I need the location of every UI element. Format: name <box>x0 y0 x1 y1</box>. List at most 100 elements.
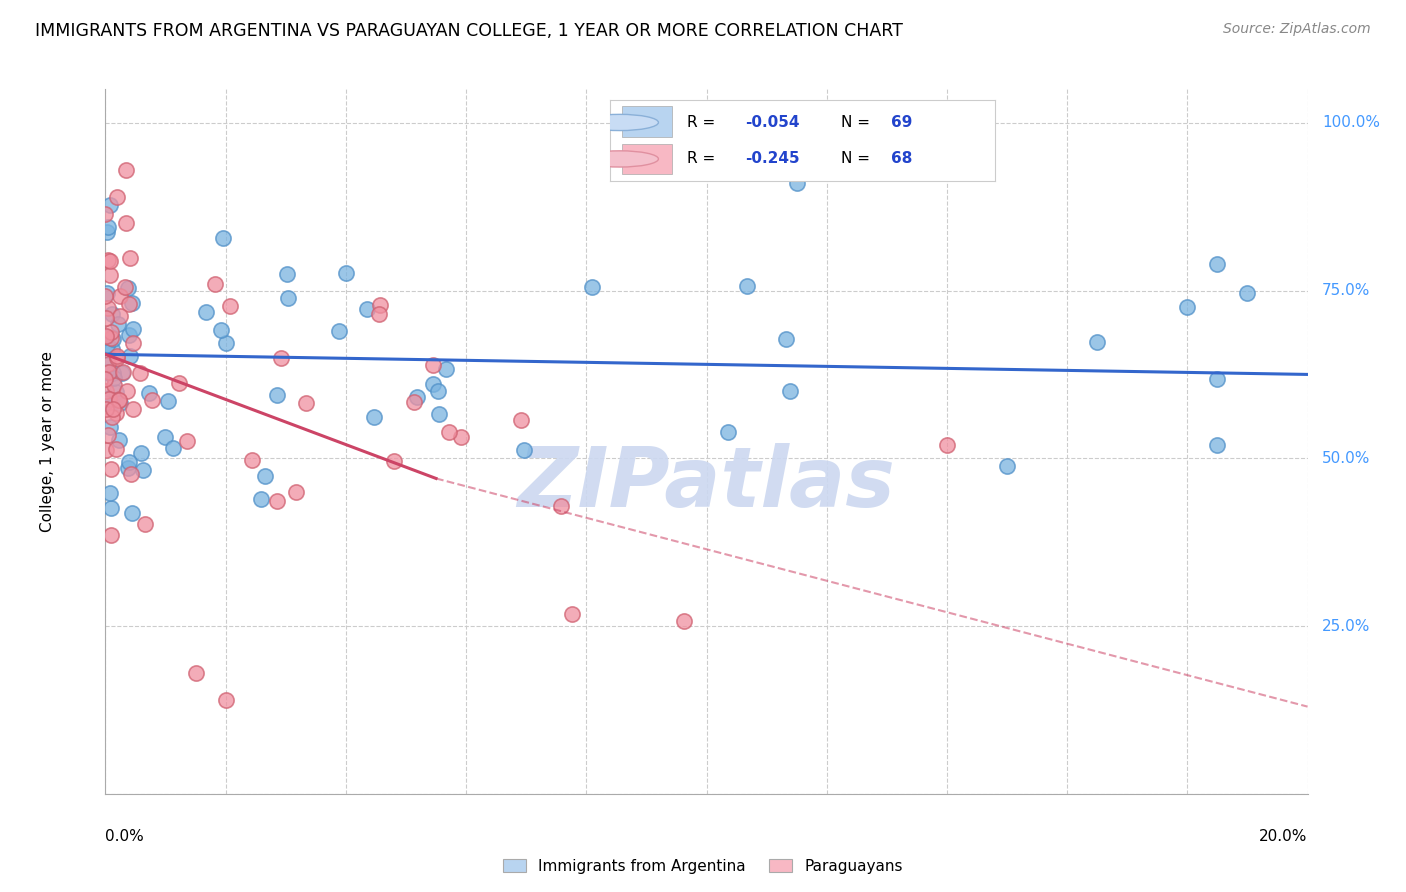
Point <box>96 338 118 352</box>
Point <box>155 430 177 444</box>
Point <box>1236 285 1258 300</box>
Point <box>218 299 240 313</box>
Point <box>107 433 129 447</box>
Point <box>427 384 450 398</box>
Point <box>108 309 131 323</box>
Point <box>117 461 139 475</box>
Point <box>100 462 122 476</box>
Point <box>101 307 124 321</box>
Point <box>100 325 122 339</box>
Point <box>107 318 129 332</box>
Point <box>242 453 264 467</box>
Point <box>114 162 136 177</box>
Point <box>97 365 120 379</box>
Point <box>132 463 155 477</box>
Text: N =: N = <box>841 115 870 130</box>
Point <box>717 425 740 440</box>
Point <box>98 486 121 500</box>
Point <box>936 438 959 452</box>
Text: Source: ZipAtlas.com: Source: ZipAtlas.com <box>1223 22 1371 37</box>
Point <box>104 442 127 457</box>
Point <box>103 401 125 416</box>
Point <box>673 614 696 628</box>
Point <box>1175 300 1198 314</box>
Point <box>94 384 117 399</box>
Point <box>335 266 357 280</box>
Point <box>581 280 603 294</box>
Point <box>422 377 444 392</box>
Point <box>94 289 117 303</box>
Point <box>382 454 405 468</box>
Point <box>118 455 141 469</box>
Point <box>121 322 143 336</box>
Point <box>94 310 117 325</box>
Point <box>110 396 132 410</box>
Point <box>107 349 129 363</box>
Point <box>550 499 572 513</box>
Text: 100.0%: 100.0% <box>1322 115 1381 130</box>
Point <box>162 441 184 455</box>
Point <box>363 409 385 424</box>
Point <box>111 367 134 381</box>
Point <box>114 279 136 293</box>
Point <box>94 443 117 458</box>
Point <box>108 393 131 408</box>
Point <box>103 377 125 392</box>
Point <box>129 367 152 381</box>
Point <box>98 253 121 268</box>
Point <box>1206 438 1229 452</box>
Point <box>356 302 378 317</box>
Point <box>103 332 125 346</box>
Point <box>94 372 117 386</box>
Point <box>105 351 128 366</box>
Point <box>94 402 117 417</box>
Text: 50.0%: 50.0% <box>1322 450 1371 466</box>
Point <box>98 268 121 283</box>
Point <box>101 342 124 356</box>
Point <box>367 307 389 321</box>
Text: 0.0%: 0.0% <box>105 830 145 844</box>
Text: R =: R = <box>688 115 716 130</box>
Point <box>94 366 117 380</box>
Point <box>270 351 292 365</box>
Point <box>97 428 120 442</box>
Point <box>209 323 232 337</box>
Text: N =: N = <box>841 152 870 167</box>
Point <box>96 330 118 344</box>
Point <box>115 216 138 230</box>
Point <box>97 301 120 315</box>
Point <box>184 666 207 681</box>
Point <box>134 516 156 531</box>
Circle shape <box>582 114 658 130</box>
Point <box>117 328 139 343</box>
Text: 68: 68 <box>891 152 912 167</box>
Point <box>211 231 233 245</box>
Point <box>266 494 288 508</box>
Point <box>141 392 163 407</box>
Point <box>115 384 138 398</box>
Point <box>422 359 444 373</box>
Point <box>100 331 122 345</box>
Point <box>105 189 128 203</box>
Point <box>138 385 160 400</box>
Point <box>276 268 298 282</box>
Point <box>96 359 118 373</box>
Circle shape <box>582 151 658 167</box>
Point <box>779 384 801 398</box>
Point <box>254 469 277 483</box>
Point <box>103 371 125 385</box>
Point <box>108 288 131 302</box>
Point <box>167 376 190 390</box>
Point <box>98 420 121 434</box>
Point <box>121 506 143 520</box>
Point <box>98 391 121 405</box>
Text: 25.0%: 25.0% <box>1322 618 1371 633</box>
Point <box>1206 257 1229 271</box>
Point <box>157 393 180 408</box>
Text: 75.0%: 75.0% <box>1322 283 1371 298</box>
Point <box>120 349 142 363</box>
Point <box>100 501 122 516</box>
Point <box>284 485 307 500</box>
Point <box>96 285 118 300</box>
Point <box>97 220 120 235</box>
